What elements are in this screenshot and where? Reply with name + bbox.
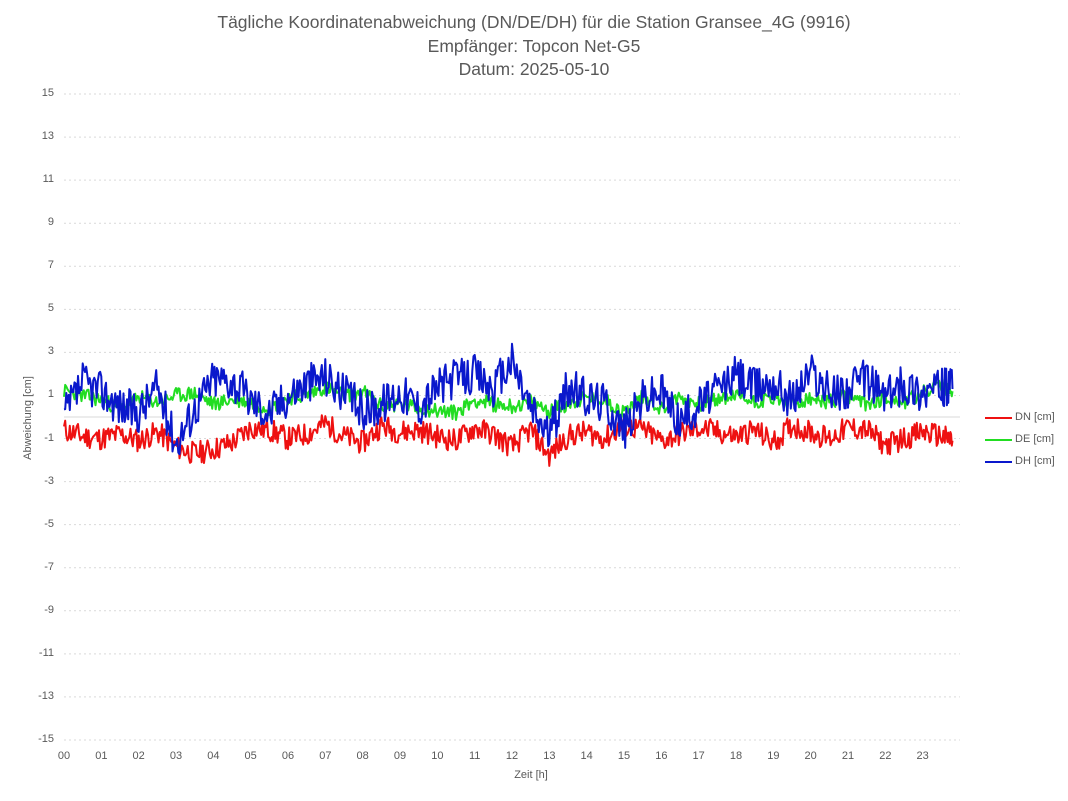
x-tick-label: 11 — [468, 750, 481, 762]
x-tick-label: 23 — [916, 750, 929, 762]
chart-subtitle-date: Datum: 2025-05-10 — [458, 59, 610, 79]
x-tick-label: 00 — [57, 750, 71, 762]
y-tick-label: -13 — [38, 689, 54, 702]
y-tick-label: 5 — [47, 302, 54, 315]
y-tick-label: 9 — [47, 216, 54, 229]
x-tick-label: 15 — [617, 750, 631, 762]
x-tick-label: 22 — [879, 750, 892, 762]
chart-subtitle-receiver: Empfänger: Topcon Net-G5 — [427, 36, 641, 56]
x-tick-label: 03 — [169, 750, 183, 762]
x-axis-label: Zeit [h] — [514, 769, 548, 781]
chart-title: Tägliche Koordinatenabweichung (DN/DE/DH… — [217, 12, 851, 32]
x-tick-label: 07 — [319, 750, 332, 762]
x-tick-label: 18 — [729, 750, 743, 762]
x-tick-label: 13 — [543, 750, 556, 762]
y-tick-label: -11 — [38, 646, 54, 659]
x-tick-label: 21 — [841, 750, 855, 762]
x-tick-label: 05 — [244, 750, 257, 762]
y-tick-label: 3 — [47, 345, 54, 358]
y-tick-label: 13 — [41, 130, 54, 143]
legend-label: DN [cm] — [1015, 411, 1055, 423]
x-tick-label: 20 — [804, 750, 817, 762]
y-tick-label: 1 — [47, 388, 54, 401]
x-tick-label: 01 — [95, 750, 108, 762]
x-tick-label: 19 — [767, 750, 780, 762]
series-line-dn — [63, 414, 954, 467]
legend-swatch — [985, 461, 1012, 463]
x-tick-label: 06 — [281, 750, 295, 762]
y-tick-label: 7 — [47, 259, 54, 272]
y-axis-label: Abweichung [cm] — [22, 376, 34, 460]
x-tick-label: 14 — [580, 750, 593, 762]
y-tick-label: -5 — [44, 517, 54, 530]
legend-swatch — [985, 439, 1012, 441]
x-tick-label: 09 — [393, 750, 407, 762]
y-tick-label: -7 — [44, 560, 54, 573]
legend-label: DE [cm] — [1015, 433, 1055, 445]
x-tick-label: 17 — [692, 750, 705, 762]
x-tick-label: 12 — [505, 750, 519, 762]
y-tick-label: -3 — [44, 474, 54, 487]
x-tick-label: 08 — [356, 750, 369, 762]
y-tick-label: -1 — [44, 431, 54, 444]
y-tick-label: -15 — [38, 733, 54, 745]
series-line-de — [63, 377, 954, 421]
x-tick-label: 10 — [431, 750, 444, 762]
series-line-dh — [63, 342, 954, 456]
y-tick-label: -9 — [44, 603, 54, 616]
x-tick-label: 04 — [207, 750, 220, 762]
x-tick-label: 02 — [132, 750, 145, 762]
legend-label: DH [cm] — [1015, 455, 1055, 467]
y-tick-label: 15 — [41, 87, 54, 99]
y-tick-label: 11 — [42, 173, 54, 186]
legend-swatch — [985, 417, 1012, 419]
x-tick-label: 16 — [655, 750, 668, 762]
